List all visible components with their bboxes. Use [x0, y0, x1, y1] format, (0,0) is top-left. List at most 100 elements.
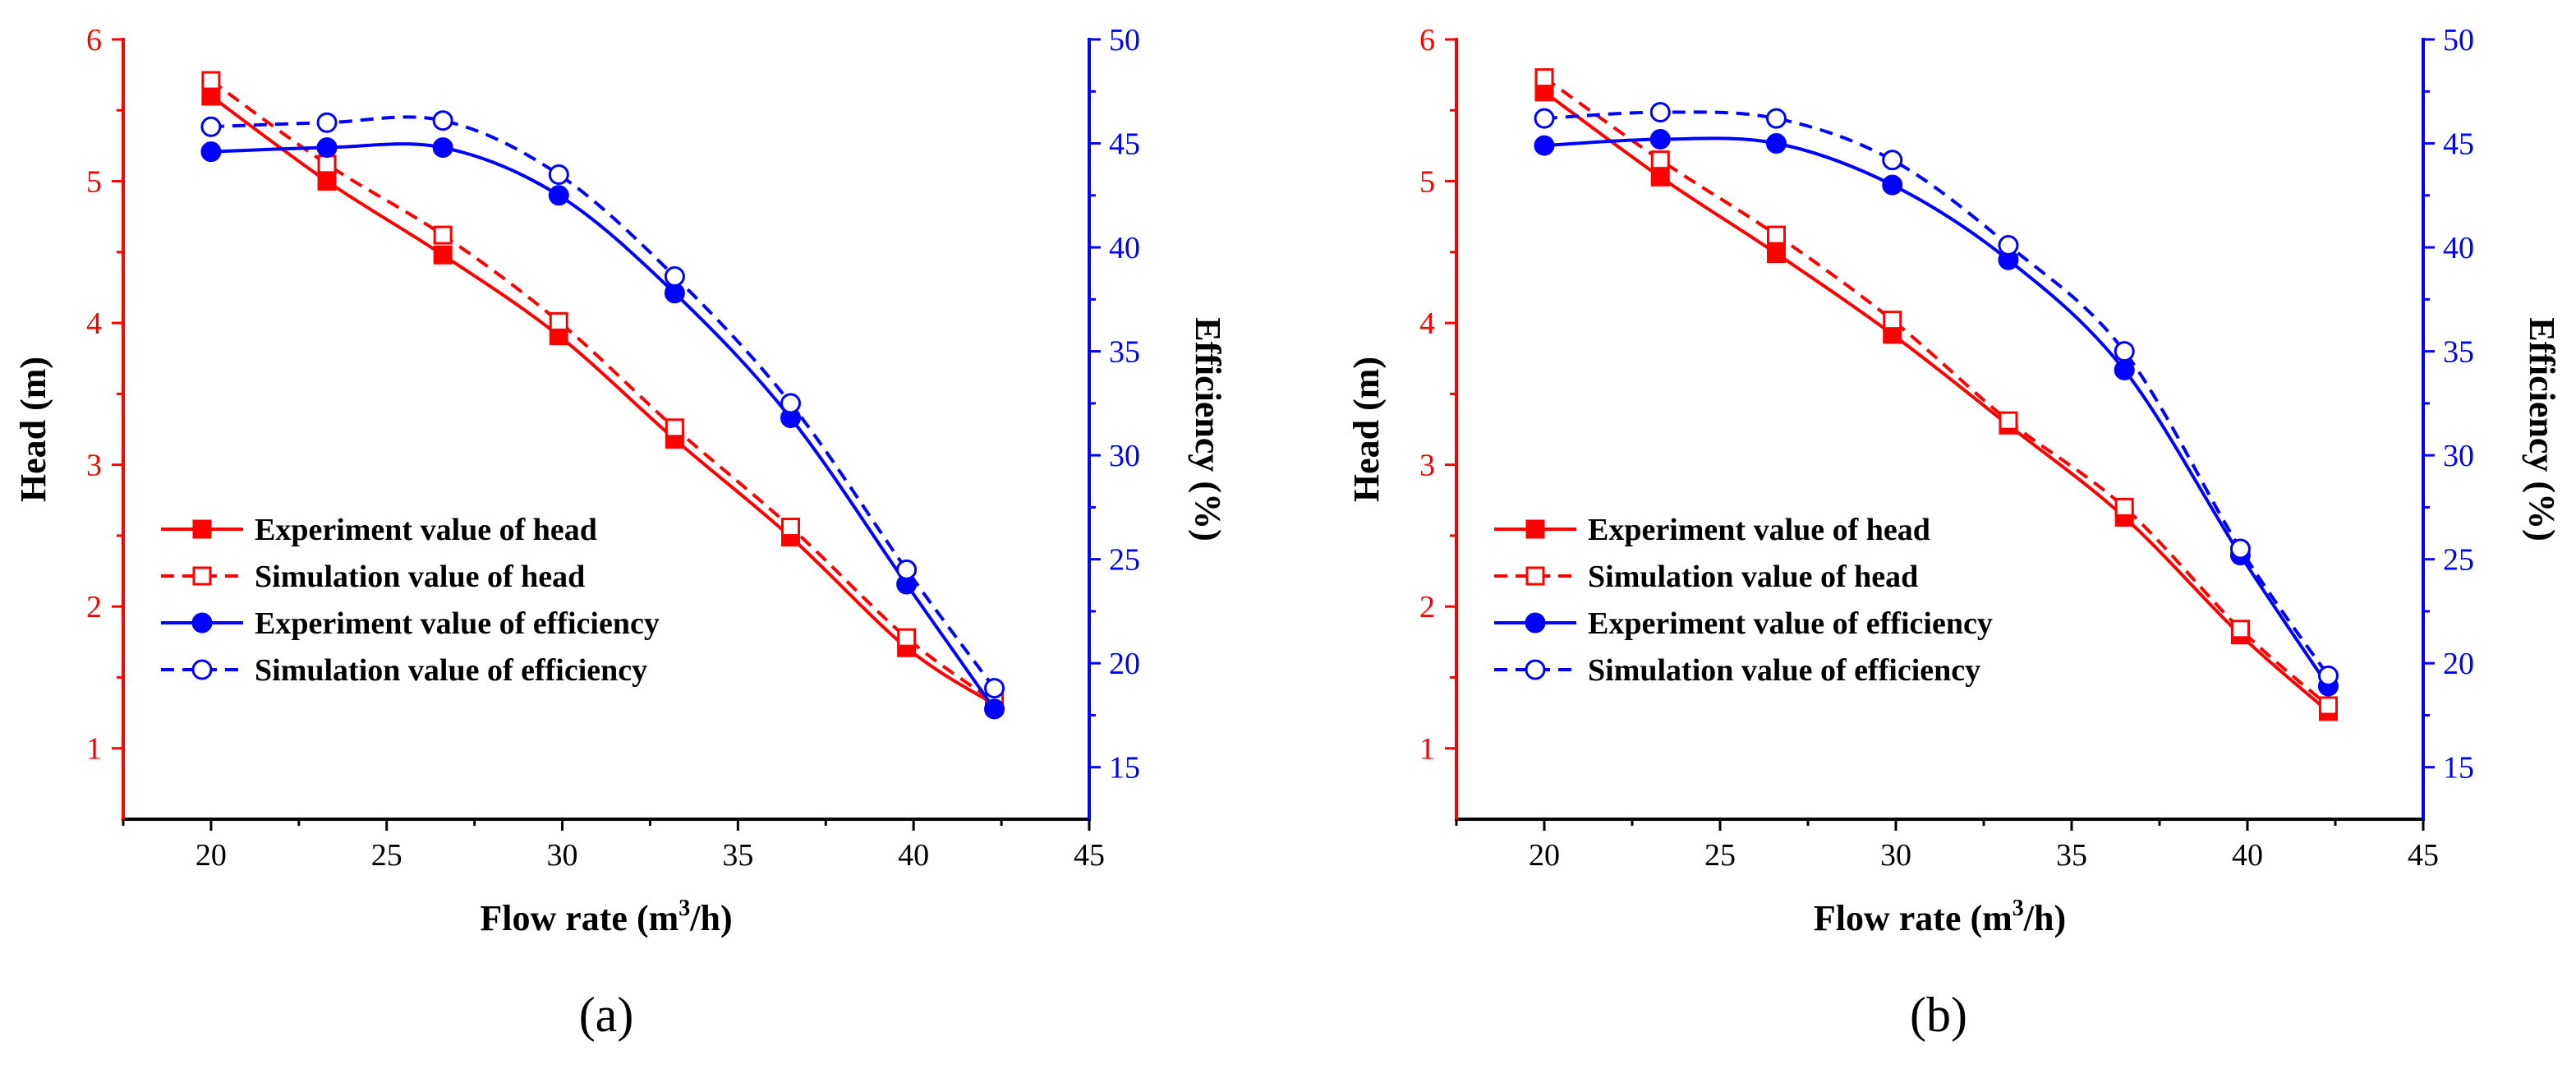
legend-label: Experiment value of head [255, 513, 597, 547]
data-point [2114, 497, 2134, 517]
right-y-tick-label: 30 [2443, 439, 2474, 473]
data-point [201, 86, 221, 106]
data-point [984, 698, 1005, 720]
x-axis-title-main: Flow rate (m [1814, 898, 2012, 938]
series-line [209, 94, 996, 706]
data-point [1999, 411, 2018, 431]
left-y-tick-label: 1 [1419, 732, 1435, 767]
left-y-tick-label: 6 [1419, 23, 1435, 58]
data-point [548, 185, 569, 206]
legend-label: Simulation value of head [1588, 560, 1918, 594]
data-point [316, 112, 338, 133]
data-point [432, 110, 453, 131]
right-y-axis-title: Efficiency (%) [1188, 317, 1228, 541]
x-axis-title: Flow rate (m3/h) [1814, 896, 2066, 938]
data-point [1534, 68, 1554, 88]
data-point [1766, 244, 1786, 264]
legend-marker [1525, 612, 1546, 634]
x-tick-label: 35 [722, 838, 753, 873]
left-y-tick-label: 5 [1419, 165, 1435, 200]
series-line [210, 115, 996, 689]
x-axis-title-superscript: 3 [2012, 896, 2024, 921]
data-point [665, 418, 684, 438]
x-tick-label: 30 [547, 838, 578, 873]
data-point [201, 71, 221, 90]
right-y-axis-title: Efficiency (%) [2522, 317, 2562, 541]
series-line [209, 79, 996, 703]
data-point [1998, 235, 2019, 256]
legend-marker [1525, 566, 1545, 586]
x-tick-label: 45 [1074, 838, 1105, 873]
data-point [316, 137, 338, 159]
left-y-tick-label: 2 [86, 590, 102, 624]
panel-label: (b) [1910, 988, 1967, 1042]
legend-marker [192, 519, 212, 539]
data-point [1649, 128, 1671, 150]
data-point [896, 559, 918, 580]
right-y-tick-label: 40 [2443, 231, 2474, 265]
data-point [433, 245, 453, 265]
data-point [1882, 174, 1903, 196]
right-y-tick-label: 20 [1109, 647, 1140, 681]
left-y-tick-label: 4 [1419, 306, 1435, 341]
x-tick-label: 40 [2232, 838, 2263, 873]
right-y-tick-label: 40 [1109, 231, 1140, 265]
left-y-axis-title: Head (m) [1346, 357, 1387, 502]
right-y-tick-label: 50 [2443, 23, 2474, 58]
data-point [2114, 359, 2135, 380]
x-axis-title: Flow rate (m3/h) [480, 896, 732, 938]
data-point [548, 164, 569, 185]
data-point [2317, 665, 2339, 686]
data-point [664, 283, 685, 304]
series-line [1543, 136, 2330, 688]
data-point [664, 265, 685, 287]
data-point [1883, 311, 1902, 330]
legend: Experiment value of head Simulation value… [1494, 513, 1993, 688]
left-y-axis-title: Head (m) [13, 357, 53, 502]
data-point [2114, 341, 2135, 362]
right-y-tick-label: 20 [2443, 647, 2474, 681]
data-point [432, 137, 453, 159]
right-y-tick-label: 25 [1109, 543, 1140, 578]
x-axis-title-tail: /h) [2023, 898, 2066, 938]
data-point [433, 225, 453, 245]
x-axis-title-superscript: 3 [678, 896, 690, 921]
data-point [200, 141, 222, 163]
legend-label: Simulation value of head [255, 560, 585, 594]
data-point [984, 678, 1005, 699]
data-point [317, 172, 337, 191]
right-y-tick-label: 15 [2443, 751, 2474, 786]
right-y-tick-label: 15 [1109, 751, 1140, 786]
series-line [1543, 76, 2330, 707]
x-tick-label: 25 [371, 838, 402, 873]
panel-label: (a) [579, 988, 634, 1042]
data-point [1649, 102, 1671, 123]
left-y-tick-label: 5 [86, 165, 102, 200]
data-point [2229, 538, 2251, 560]
legend: Experiment value of head Simulation value… [161, 513, 660, 688]
x-tick-label: 35 [2056, 838, 2087, 873]
right-y-tick-label: 25 [2443, 543, 2474, 578]
right-y-tick-label: 30 [1109, 439, 1140, 473]
left-y-tick-label: 2 [1419, 590, 1435, 624]
data-point [897, 628, 917, 647]
x-axis-title-tail: /h) [689, 898, 732, 938]
legend-marker [191, 659, 213, 680]
data-point [1650, 150, 1670, 170]
right-y-tick-label: 50 [1109, 23, 1140, 58]
series-4 [200, 110, 1005, 699]
legend-label: Simulation value of efficiency [1588, 653, 1980, 688]
x-tick-label: 20 [196, 838, 227, 873]
legend-marker [1525, 519, 1545, 539]
series-2 [201, 71, 1005, 712]
data-point [549, 311, 568, 331]
data-point [2318, 696, 2338, 716]
data-point [1534, 135, 1555, 156]
x-tick-label: 40 [898, 838, 929, 873]
left-y-tick-label: 6 [86, 23, 102, 58]
x-tick-label: 45 [2408, 838, 2439, 873]
data-point [1650, 167, 1670, 187]
